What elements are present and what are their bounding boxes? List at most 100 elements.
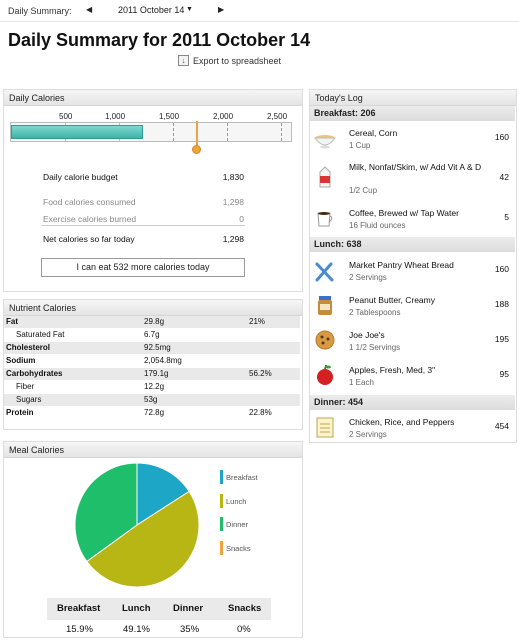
net-calories-value: 1,298 bbox=[222, 234, 244, 244]
budget-marker-knob bbox=[192, 145, 201, 154]
todays-log-header: Today's Log bbox=[310, 90, 516, 106]
meal-section-header: Breakfast: 206 bbox=[310, 106, 515, 121]
food-serving: 1/2 Cup bbox=[349, 186, 378, 195]
log-item[interactable]: Apples, Fresh, Med, 3" 1 Each 95 bbox=[310, 360, 515, 392]
gauge-tick-label: 2,500 bbox=[267, 112, 288, 121]
pie-slice-lunch bbox=[86, 490, 200, 588]
food-calories: 95 bbox=[499, 369, 509, 379]
nutrient-row: Sugars 53g bbox=[4, 394, 300, 407]
budget-value: 1,830 bbox=[222, 172, 244, 182]
food-name: Market Pantry Wheat Bread bbox=[349, 260, 454, 270]
gauge-tick-label: 2,000 bbox=[213, 112, 234, 121]
budget-marker bbox=[196, 121, 198, 145]
food-calories: 454 bbox=[494, 421, 509, 431]
meal-section-header: Lunch: 638 bbox=[310, 237, 515, 252]
calorie-gauge bbox=[10, 122, 292, 142]
meal-calories-header: Meal Calories bbox=[4, 442, 302, 458]
food-calories: 5 bbox=[504, 212, 509, 222]
legend-item-lunch: Lunch bbox=[220, 494, 246, 508]
pie-slice-breakfast bbox=[136, 462, 190, 526]
consumed-fill bbox=[11, 125, 143, 139]
nutrient-row: Sodium 2,054.8mg bbox=[4, 355, 300, 367]
legend-label: Breakfast bbox=[226, 472, 258, 482]
gauge-tick-label: 500 bbox=[59, 112, 73, 121]
nutrient-value: 2,054.8mg bbox=[144, 356, 182, 365]
legend-label: Dinner bbox=[226, 519, 249, 529]
log-item[interactable]: Market Pantry Wheat Bread 2 Servings 160 bbox=[310, 255, 515, 287]
right-arrow-icon[interactable]: ▶ bbox=[218, 5, 225, 14]
meal-section-header: Dinner: 454 bbox=[310, 395, 515, 410]
nutrient-name: Saturated Fat bbox=[16, 330, 65, 339]
legend-label: Snacks bbox=[226, 543, 251, 553]
food-name: Milk, Nonfat/Skim, w/ Add Vit A & D bbox=[349, 162, 482, 172]
legend-label: Lunch bbox=[226, 496, 247, 506]
legend-item-breakfast: Breakfast bbox=[220, 470, 258, 484]
log-item[interactable]: Coffee, Brewed w/ Tap Water 16 Fluid oun… bbox=[310, 203, 515, 235]
notepad-icon bbox=[316, 417, 334, 438]
nutrient-name: Sugars bbox=[16, 395, 42, 404]
nutrient-calories-header: Nutrient Calories bbox=[4, 300, 302, 316]
nutrient-value: 92.5mg bbox=[144, 343, 171, 352]
meal-table-header: Breakfast Lunch Dinner Snacks bbox=[47, 598, 271, 620]
legend-swatch bbox=[220, 470, 223, 484]
log-item[interactable]: Cereal, Corn 1 Cup 160 bbox=[310, 124, 515, 156]
nutrient-name: Fiber bbox=[16, 382, 35, 391]
gauge-tick-label: 1,500 bbox=[159, 112, 180, 121]
legend-swatch bbox=[220, 541, 223, 555]
food-calories-value: 1,298 bbox=[222, 197, 244, 207]
food-calories: 42 bbox=[499, 172, 509, 182]
divider bbox=[41, 225, 245, 226]
budget-label: Daily calorie budget bbox=[43, 172, 118, 182]
legend-item-snacks: Snacks bbox=[220, 541, 251, 555]
food-serving: 1 Each bbox=[349, 378, 374, 387]
peanut-butter-jar-icon bbox=[318, 296, 332, 315]
nutrient-value: 53g bbox=[144, 395, 158, 404]
date-nav-label: Daily Summary: bbox=[8, 6, 72, 16]
log-item[interactable]: Milk, Nonfat/Skim, w/ Add Vit A & D 1/2 … bbox=[310, 158, 515, 198]
chevron-down-icon[interactable]: ▼ bbox=[186, 6, 193, 13]
meal-pie-chart bbox=[74, 462, 200, 588]
daily-calories-header: Daily Calories bbox=[4, 90, 302, 106]
meal-column-header: Breakfast bbox=[57, 603, 101, 614]
food-name: Chicken, Rice, and Peppers bbox=[349, 417, 455, 427]
nutrient-name: Sodium bbox=[6, 356, 36, 365]
meal-value: 49.1% bbox=[123, 624, 150, 635]
gauge-tick-label: 1,000 bbox=[105, 112, 126, 121]
meal-value: 35% bbox=[180, 624, 200, 635]
food-calories: 160 bbox=[494, 132, 509, 142]
log-item[interactable]: Peanut Butter, Creamy 2 Tablespoons 188 bbox=[310, 290, 515, 322]
nutrient-value: 12.2g bbox=[144, 382, 165, 391]
food-serving: 2 Servings bbox=[349, 273, 387, 282]
exercise-calories-value: 0 bbox=[239, 214, 244, 224]
utensils-icon bbox=[315, 262, 334, 282]
net-calories-label: Net calories so far today bbox=[43, 234, 135, 244]
nutrient-row: Cholesterol 92.5mg bbox=[4, 342, 300, 355]
left-arrow-icon[interactable]: ◀ bbox=[86, 5, 93, 14]
todays-log-panel: Today's Log bbox=[309, 89, 517, 443]
nutrient-value: 6.7g bbox=[144, 330, 160, 339]
food-name: Peanut Butter, Creamy bbox=[349, 295, 435, 305]
date-navigation-bar: Daily Summary: ◀ 2011 October 14 ▼ ▶ bbox=[0, 0, 519, 22]
food-serving: 1 Cup bbox=[349, 141, 371, 150]
food-name: Apples, Fresh, Med, 3" bbox=[349, 365, 436, 375]
food-name: Joe Joe's bbox=[349, 330, 385, 340]
milk-carton-icon bbox=[319, 166, 331, 188]
nutrient-row: Saturated Fat 6.7g bbox=[4, 329, 300, 341]
cereal-bowl-icon bbox=[314, 135, 336, 149]
export-button[interactable]: ↓ Export to spreadsheet bbox=[178, 55, 281, 66]
apple-icon bbox=[317, 364, 333, 385]
legend-swatch bbox=[220, 517, 223, 531]
cookie-icon bbox=[315, 330, 335, 350]
legend-swatch bbox=[220, 494, 223, 508]
log-item[interactable]: Joe Joe's 1 1/2 Servings 195 bbox=[310, 325, 515, 357]
meal-column-header: Lunch bbox=[122, 603, 151, 614]
pie-slice-dinner bbox=[74, 462, 138, 563]
nutrient-percent: 56.2% bbox=[249, 369, 272, 378]
coffee-cup-icon bbox=[317, 212, 333, 227]
log-item[interactable]: Chicken, Rice, and Peppers 2 Servings 45… bbox=[310, 412, 515, 442]
food-calories-label: Food calories consumed bbox=[43, 197, 136, 207]
food-serving: 16 Fluid ounces bbox=[349, 221, 406, 230]
date-selector[interactable]: 2011 October 14 bbox=[118, 5, 185, 15]
exercise-calories-label: Exercise calories burned bbox=[43, 214, 137, 224]
food-calories: 160 bbox=[494, 264, 509, 274]
